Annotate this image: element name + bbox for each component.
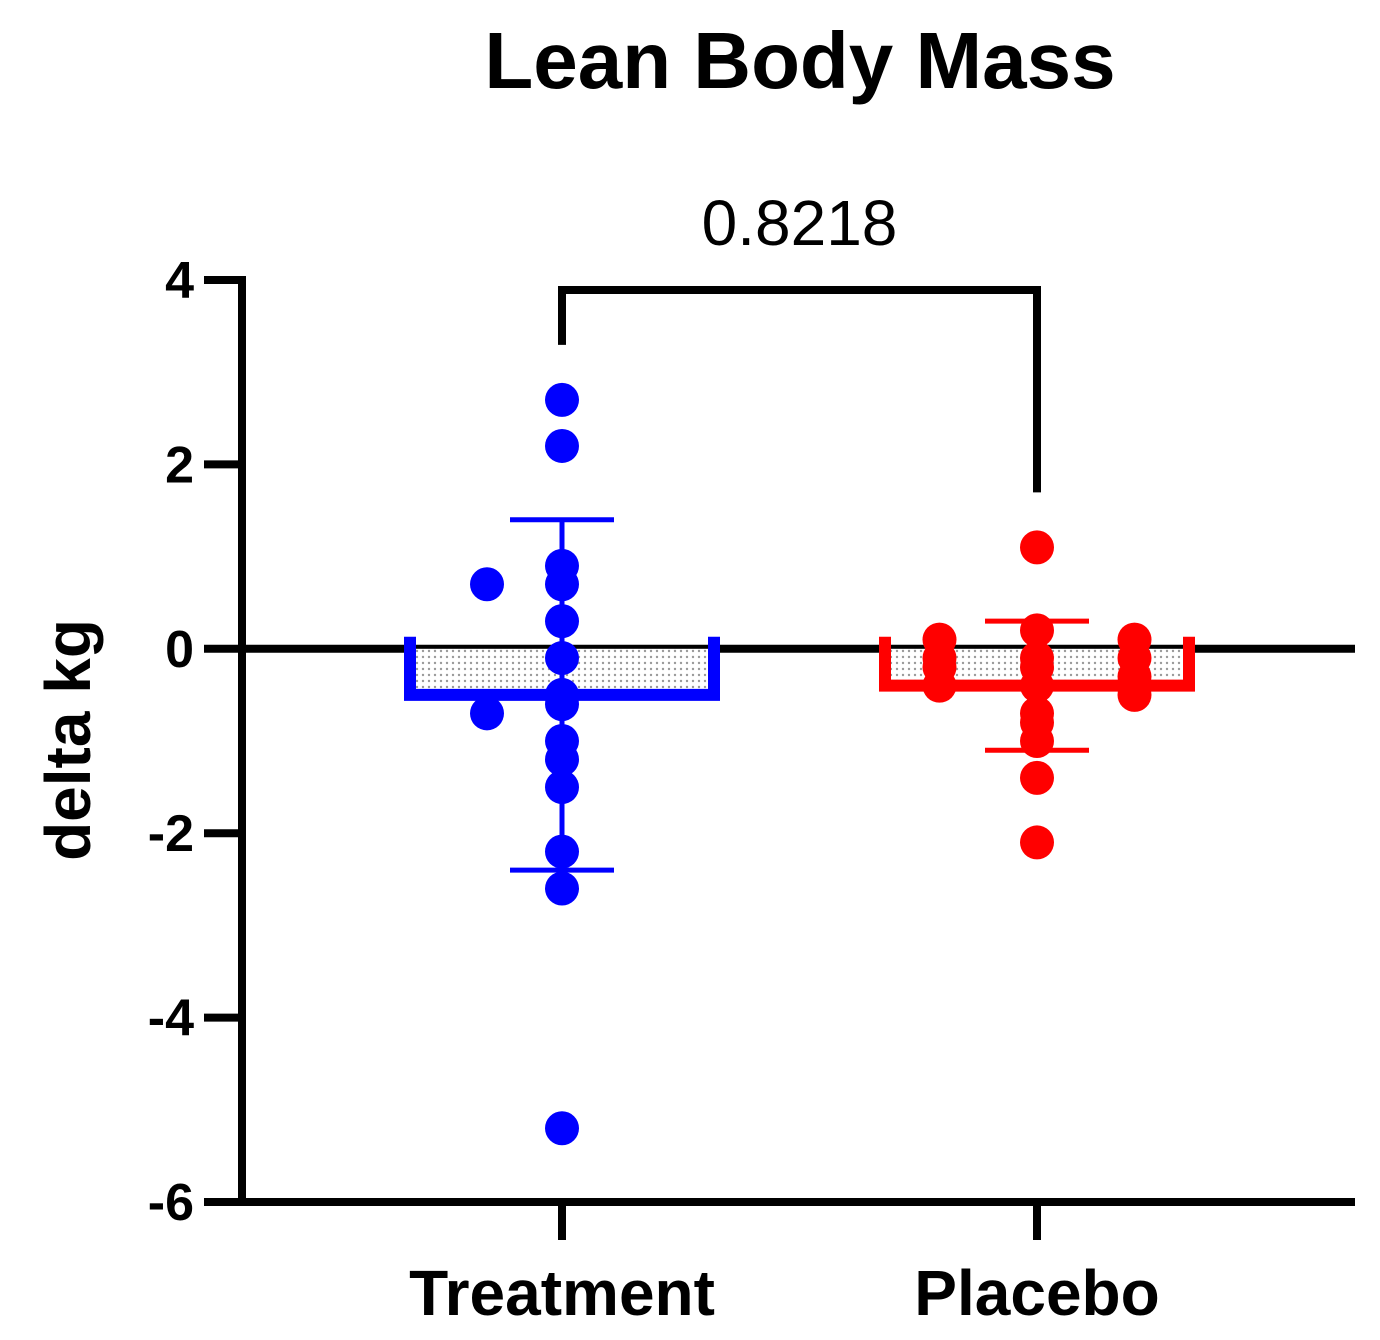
- x-tick-label-placebo: Placebo: [914, 1257, 1159, 1329]
- significance-bracket: [558, 286, 1041, 493]
- y-axis-label: delta kg: [32, 619, 104, 861]
- treatment-data-point: [545, 871, 579, 906]
- placebo-data-point: [922, 668, 957, 703]
- y-tick-label: -2: [148, 805, 194, 863]
- treatment-data-point: [545, 742, 579, 777]
- placebo-data-point: [1020, 825, 1054, 860]
- p-value-label: 0.8218: [702, 187, 898, 259]
- treatment-data-point: [545, 641, 579, 676]
- treatment-data-point: [545, 687, 579, 722]
- treatment-data-point: [545, 382, 579, 417]
- y-tick-label: 4: [165, 252, 194, 310]
- placebo-data-point: [1020, 530, 1054, 565]
- treatment-data-point: [545, 770, 579, 805]
- treatment-data-point: [470, 567, 504, 602]
- y-tick-label: -6: [148, 1174, 194, 1232]
- treatment-data-point: [545, 428, 579, 463]
- placebo-data-point: [1020, 760, 1054, 795]
- treatment-data-point: [470, 696, 504, 731]
- chart-title: Lean Body Mass: [484, 16, 1115, 105]
- placebo-data-point: [922, 622, 957, 657]
- plot-area: Treatment Placebo 4 2 0 -2 -4 -6 0.8218: [148, 187, 1355, 1329]
- treatment-data-point: [545, 548, 579, 583]
- treatment-data-point: [545, 1111, 579, 1146]
- placebo-data-point: [1020, 668, 1054, 703]
- placebo-data-point: [1020, 613, 1054, 648]
- treatment-data-point: [545, 604, 579, 639]
- y-tick-label: -4: [148, 990, 194, 1048]
- placebo-data-point: [1117, 622, 1152, 657]
- treatment-data-point: [545, 834, 579, 869]
- placebo-data-point: [1020, 724, 1054, 758]
- placebo-data-point: [1117, 677, 1152, 712]
- y-tick-label: 0: [165, 621, 194, 679]
- y-tick-label: 2: [165, 436, 194, 494]
- x-tick-label-treatment: Treatment: [409, 1257, 715, 1329]
